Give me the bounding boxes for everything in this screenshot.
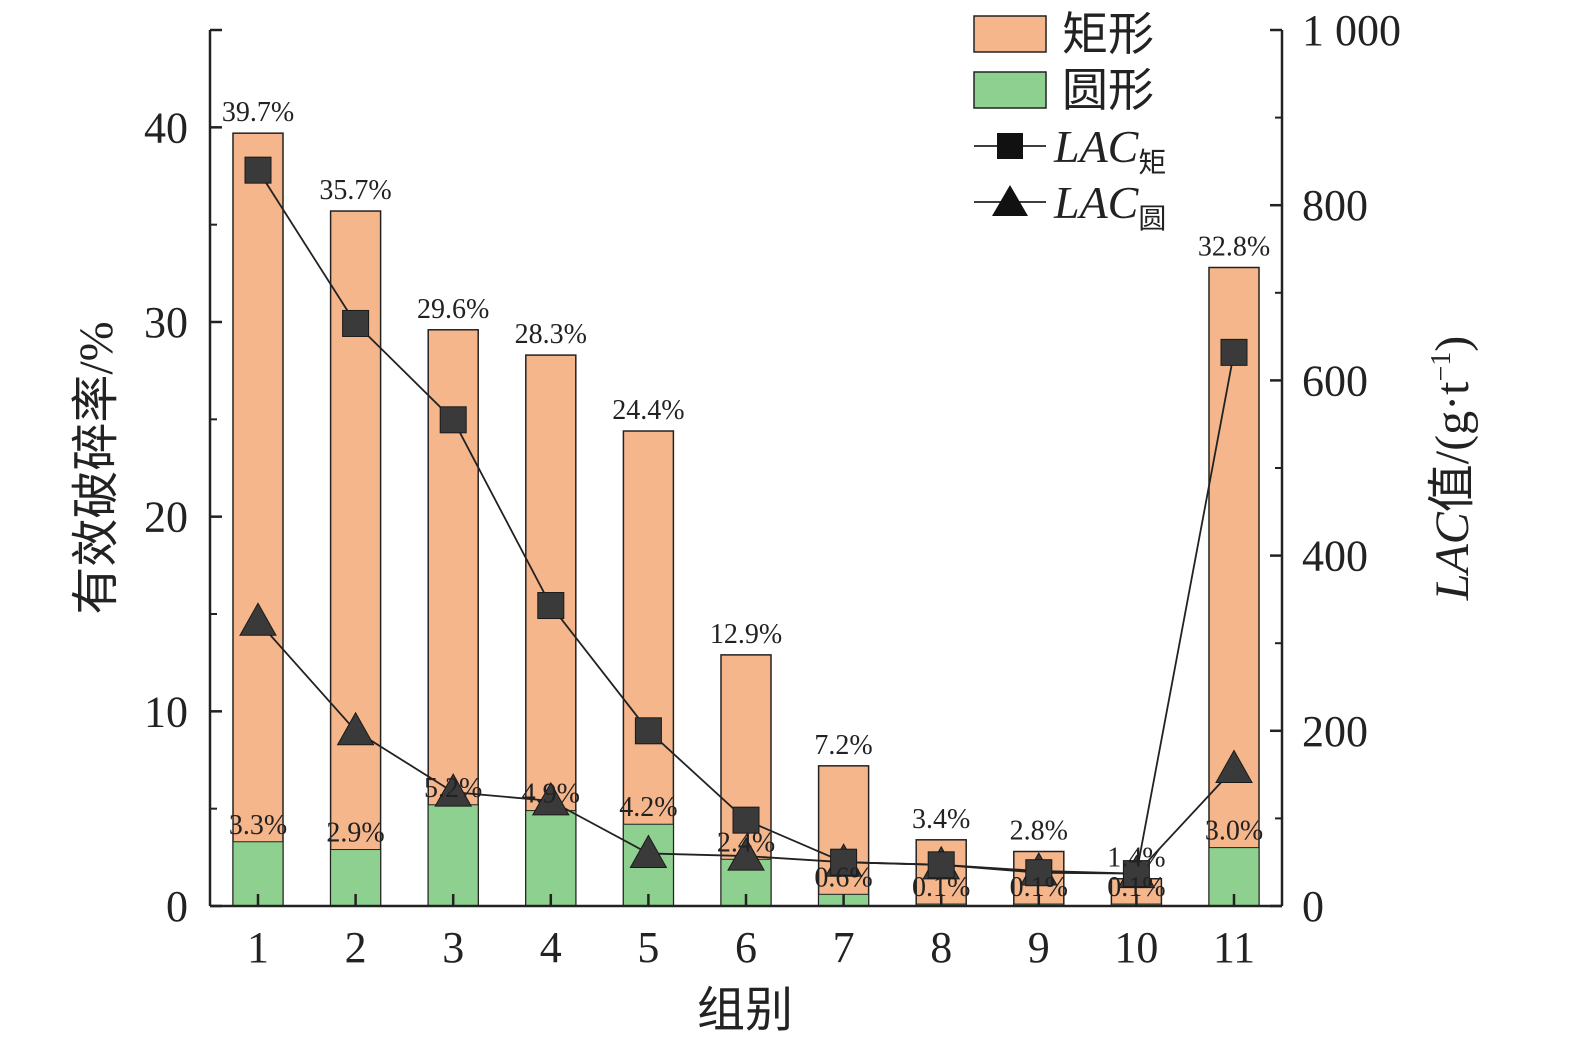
y-axis-right-title-lac: LAC — [1426, 511, 1479, 601]
y-axis-right-title-unit: 值/(g·t — [1426, 381, 1479, 512]
bar-rect-label: 7.2% — [814, 730, 872, 761]
bar-circle-label: 0.1% — [1107, 872, 1165, 903]
y-right-tick-label: 200 — [1302, 707, 1368, 756]
x-tick-label: 8 — [930, 923, 952, 972]
x-tick-label: 10 — [1114, 923, 1158, 972]
bar-circle-3 — [427, 804, 479, 907]
y-left-tick-label: 30 — [144, 298, 188, 347]
lac-circle-marker — [336, 711, 375, 746]
lac-rect-marker — [1025, 859, 1053, 887]
bar-rect-label: 39.7% — [222, 97, 294, 128]
bar-circle-label: 0.1% — [1010, 872, 1068, 903]
bar-circle-label: 0.6% — [814, 862, 872, 893]
x-tick-label: 7 — [833, 923, 855, 972]
lac-rect-marker — [342, 309, 370, 337]
lac-rect-marker — [830, 848, 858, 876]
lac-circle-marker — [629, 834, 668, 868]
lac-circle-marker — [727, 837, 765, 871]
lac-rect-legend-label-main: LAC — [1053, 121, 1140, 172]
lac-rect-marker — [1122, 860, 1150, 888]
lac-rect-marker — [244, 156, 272, 184]
lac-rect-legend-marker — [997, 133, 1023, 159]
bar-circle-label: 3.0% — [1205, 816, 1263, 847]
bar-circle-label: 3.3% — [229, 810, 287, 841]
y-right-tick-label: 600 — [1302, 356, 1368, 405]
bar-rect-label: 2.8% — [1010, 815, 1068, 846]
lac-rect-marker — [732, 806, 760, 834]
y-left-tick-label: 40 — [144, 103, 188, 152]
x-tick-label: 9 — [1028, 923, 1050, 972]
lac-circle-legend-marker — [992, 185, 1028, 216]
y-left-tick-label: 20 — [144, 493, 188, 542]
legend-rect-swatch — [973, 15, 1047, 53]
bar-rect-label: 1.4% — [1107, 843, 1165, 874]
bar-circle-label: 2.4% — [717, 827, 775, 858]
lac-lines — [239, 156, 1253, 889]
bar-rect-label: 28.3% — [515, 319, 587, 350]
bar-circle-label: 4.2% — [619, 792, 677, 823]
x-tick-label: 6 — [735, 923, 757, 972]
bar-rect-1 — [232, 132, 284, 907]
bar-rect-7 — [817, 765, 870, 907]
y-right-tick-label: 400 — [1302, 532, 1368, 581]
lac-rect-marker — [439, 406, 467, 434]
bar-rect-11 — [1208, 266, 1260, 907]
lac-circle-legend-label-sub: 圆 — [1138, 204, 1166, 235]
bar-circle-label: 0.1% — [912, 872, 970, 903]
bar-circle-4 — [525, 810, 577, 907]
bar-circle-label: 4.9% — [522, 779, 580, 810]
rect-bars — [232, 132, 1260, 907]
y-axis-right-title-sup: −1 — [1426, 352, 1457, 382]
x-tick-label: 5 — [637, 923, 659, 972]
y-left-tick-label: 0 — [166, 882, 188, 931]
lac-circle-marker — [1215, 749, 1253, 783]
y-right-tick-label: 1 000 — [1302, 6, 1401, 55]
bar-rect-label: 35.7% — [319, 175, 391, 206]
lac-rect-legend-label: LAC矩 — [1053, 121, 1166, 179]
lac-circle-marker — [239, 602, 277, 636]
lac-rect-marker — [537, 592, 565, 620]
bar-rect-label: 24.4% — [612, 395, 684, 426]
lac-circle-marker — [531, 781, 570, 816]
y-axis-right-title-close: ) — [1426, 336, 1479, 352]
bar-circle-label: 5.2% — [424, 773, 482, 804]
lac-circle-marker — [434, 773, 473, 807]
x-axis-title: 组别 — [697, 984, 793, 1037]
x-tick-label: 2 — [345, 923, 367, 972]
y-axis-right-title: LAC值/(g·t−1) — [1426, 336, 1479, 601]
lac-rect-marker — [1220, 338, 1248, 366]
bar-rect-label: 29.6% — [417, 294, 489, 325]
y-right-tick-label: 800 — [1302, 181, 1368, 230]
bar-labels: 39.7% 3.3% 35.7% 2.9% 29.6% 5.2% 28.3% 4.9% 24.4… — [222, 97, 1270, 903]
legend-circle-swatch — [973, 71, 1047, 109]
bar-rect-label: 12.9% — [710, 619, 782, 650]
x-tick-label: 3 — [442, 923, 464, 972]
y-left-tick-label: 10 — [144, 687, 188, 736]
bar-rect-label: 32.8% — [1198, 231, 1270, 262]
x-tick-label: 4 — [540, 923, 562, 972]
lac-circle-legend-label-main: LAC — [1053, 177, 1140, 228]
lac-rect-marker — [634, 717, 662, 745]
bar-rect-label: 3.4% — [912, 804, 970, 835]
lac-rect-marker — [927, 851, 955, 879]
legend-rect-label: 矩形 — [1062, 9, 1154, 60]
y-axis-left-title: 有效破碎率/% — [70, 321, 123, 614]
x-tick-label: 1 — [247, 923, 269, 972]
x-tick-label: 11 — [1213, 923, 1255, 972]
y-right-tick-label: 0 — [1302, 882, 1324, 931]
legend-circle-label: 圆形 — [1062, 65, 1154, 116]
lac-rect-legend-label-sub: 矩 — [1138, 147, 1166, 179]
bar-circle-label: 2.9% — [326, 818, 384, 849]
lac-circle-legend-label: LAC圆 — [1053, 177, 1166, 235]
